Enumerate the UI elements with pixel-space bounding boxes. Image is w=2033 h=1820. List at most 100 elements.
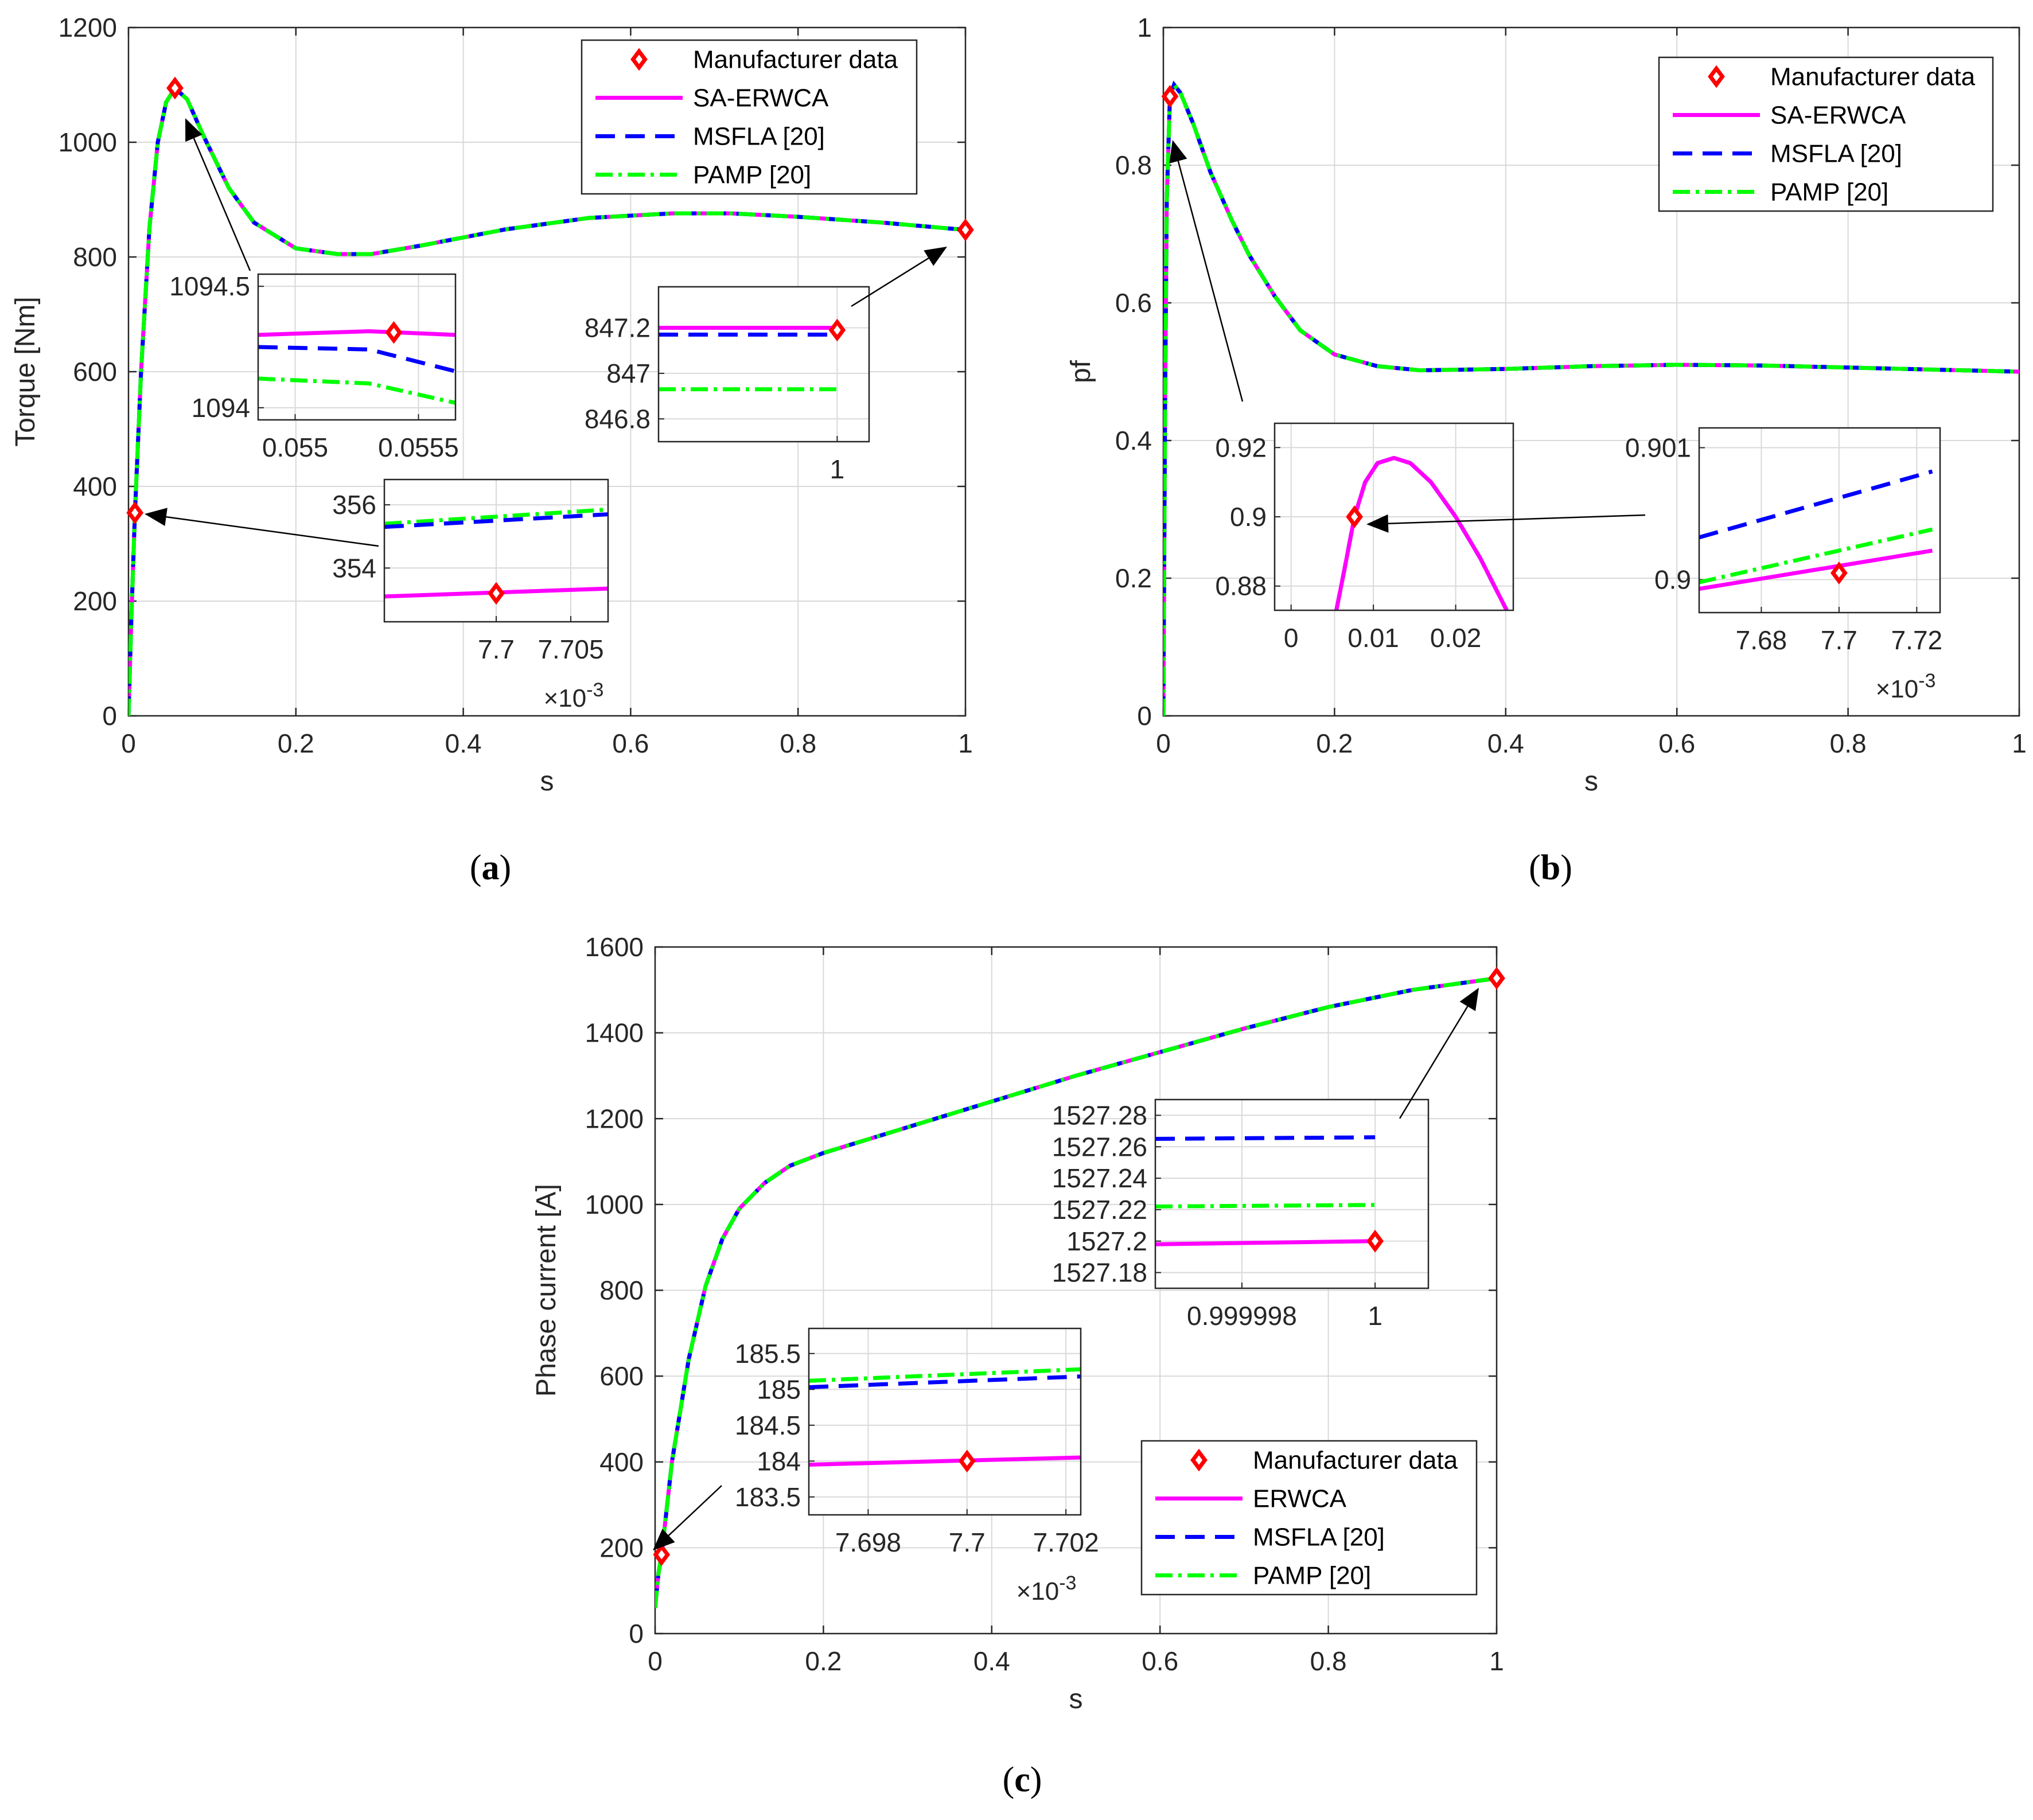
- inset-line-msfla: [384, 512, 608, 529]
- inset-x-tick-label: 1: [1368, 1301, 1382, 1331]
- inset-x-tick-label: 7.698: [835, 1527, 901, 1557]
- inset-frame: [1273, 422, 1514, 611]
- inset-x-tick-label: 7.7: [478, 634, 515, 664]
- annotation-arrow-head: [1169, 140, 1187, 163]
- inset-y-tick-label: 0.9: [1230, 502, 1267, 532]
- legend: Manufacturer data SA-ERWCA MSFLA [20] PAMP …: [581, 39, 918, 195]
- x-tick-label: 0.2: [278, 728, 314, 758]
- annotation-arrow-head: [1366, 514, 1389, 533]
- inset-y-tick-label: 0.92: [1215, 432, 1267, 462]
- inset-frame: [808, 1327, 1082, 1516]
- legend-label: MSFLA [20]: [693, 123, 825, 151]
- legend-label: PAMP [20]: [1253, 1562, 1371, 1590]
- inset-line-pamp: [384, 507, 608, 526]
- annotation-arrow-head: [145, 508, 168, 527]
- x-axis-label: s: [1584, 766, 1598, 797]
- manufacturer-point: [1488, 966, 1505, 990]
- y-tick-label: 400: [73, 471, 117, 501]
- annotation-arrow-line: [1177, 161, 1244, 402]
- y-tick-label: 0.8: [1115, 150, 1152, 180]
- inset-manufacturer-point: [958, 1449, 976, 1473]
- x-tick-label: 0.6: [612, 728, 649, 758]
- legend-marker-manufacturer: [630, 48, 648, 71]
- y-tick-label: 1000: [585, 1190, 644, 1219]
- manufacturer-point: [1161, 85, 1179, 108]
- inset-x-tick-label: 7.702: [1033, 1527, 1099, 1557]
- inset-area: [659, 287, 869, 442]
- inset-y-tick-label: 183.5: [735, 1482, 801, 1512]
- inset-line-msfla: [809, 1374, 1081, 1389]
- x-tick-label: 1: [958, 728, 973, 758]
- inset-y-tick-label: 0.9: [1654, 565, 1691, 595]
- y-tick-label: 1200: [585, 1104, 644, 1133]
- inset-line-pamp: [1699, 527, 1933, 584]
- x-tick-label: 0: [1156, 728, 1171, 758]
- inset-frame: [657, 286, 870, 443]
- legend-box: [1658, 56, 1994, 212]
- inset-series: [1334, 455, 1509, 610]
- inset-frame: [1154, 1098, 1430, 1289]
- inset-area: [809, 1328, 1081, 1515]
- series-group: [128, 85, 965, 716]
- x-tick-label: 0.4: [445, 728, 482, 758]
- manufacturer-point: [957, 218, 974, 241]
- inset-line-pamp: [258, 376, 455, 405]
- arrow-b2: [1366, 514, 1646, 533]
- y-tick-label: 800: [599, 1276, 644, 1305]
- inset-a1: 0.055 0.0555 1094 1094.5: [169, 271, 459, 462]
- subfigure-caption: (b): [1529, 848, 1572, 887]
- inset-x-tick-label: 7.7: [1821, 625, 1857, 655]
- series-line-msfla: [128, 85, 965, 716]
- inset-c1: 0.999998 11527.181527.21527.221527.241527…: [1052, 1098, 1430, 1331]
- inset-b1: 0 0.01 0.02 0.88 0.9 0.92: [1215, 422, 1514, 653]
- y-tick-label: 600: [599, 1361, 644, 1391]
- x-tick-label: 0.8: [1310, 1646, 1347, 1676]
- x-tick-label: 0.6: [1142, 1646, 1178, 1676]
- inset-y-tick-label: 356: [332, 490, 376, 520]
- y-axis-label: pf: [1066, 360, 1096, 383]
- inset-y-tick-label: 185: [757, 1374, 801, 1404]
- y-axis-label: Phase current [A]: [531, 1184, 562, 1397]
- inset-x-tick-label: 7.7: [949, 1527, 986, 1557]
- x-tick-label: 1: [1489, 1646, 1504, 1676]
- annotation-arrow-line: [851, 258, 929, 307]
- inset-x-tick-label: 7.705: [538, 634, 603, 664]
- inset-y-tick-label: 0.88: [1215, 571, 1267, 601]
- inset-b2: 7.68 7.7 7.720.90.901×10-3: [1625, 427, 1942, 703]
- y-tick-label: 1200: [59, 13, 117, 42]
- inset-manufacturer-point: [385, 321, 403, 344]
- legend-marker-manufacturer: [1708, 65, 1725, 88]
- inset-x-tick-label: 0.999998: [1187, 1301, 1297, 1331]
- inset-x-tick-label: 0.01: [1347, 623, 1399, 653]
- annotation-arrow-head: [1459, 988, 1479, 1011]
- inset-y-tick-label: 1094.5: [169, 271, 250, 301]
- legend-label: MSFLA [20]: [1770, 140, 1902, 168]
- inset-line-pamp: [1155, 1203, 1376, 1209]
- inset-x-tick-label: 1: [830, 454, 845, 484]
- plot-frame: [654, 946, 1498, 1635]
- subfigure-caption: (a): [470, 848, 511, 887]
- y-tick-label: 0: [102, 701, 117, 731]
- arrow-c2: [653, 1485, 722, 1550]
- inset-line-sa: [1155, 1239, 1376, 1246]
- x-axis-label: s: [540, 766, 554, 797]
- y-tick-label: 1600: [585, 932, 644, 962]
- y-tick-label: 0.4: [1115, 426, 1152, 455]
- x-tick-label: 1: [2012, 728, 2027, 758]
- y-tick-label: 200: [599, 1533, 644, 1562]
- legend-label: Manufacturer data: [693, 46, 898, 74]
- inset-manufacturer-point: [1830, 562, 1848, 584]
- x-tick-label: 0.6: [1658, 728, 1695, 758]
- legend: Manufacturer data ERWCA MSFLA [20] PAMP [20…: [1140, 1440, 1478, 1596]
- inset-y-tick-label: 184: [757, 1446, 801, 1476]
- inset-series: [1155, 1135, 1376, 1246]
- legend-label: Manufacturer data: [1770, 63, 1976, 91]
- inset-y-tick-label: 846.8: [585, 404, 651, 434]
- inset-y-tick-label: 1094: [192, 393, 250, 423]
- y-tick-label: 600: [73, 357, 117, 387]
- legend-label: MSFLA [20]: [1253, 1523, 1385, 1552]
- inset-y-tick-label: 1527.24: [1052, 1163, 1147, 1193]
- annotation-arrow-line: [1399, 1006, 1469, 1119]
- inset-manufacturer-point: [1346, 505, 1364, 528]
